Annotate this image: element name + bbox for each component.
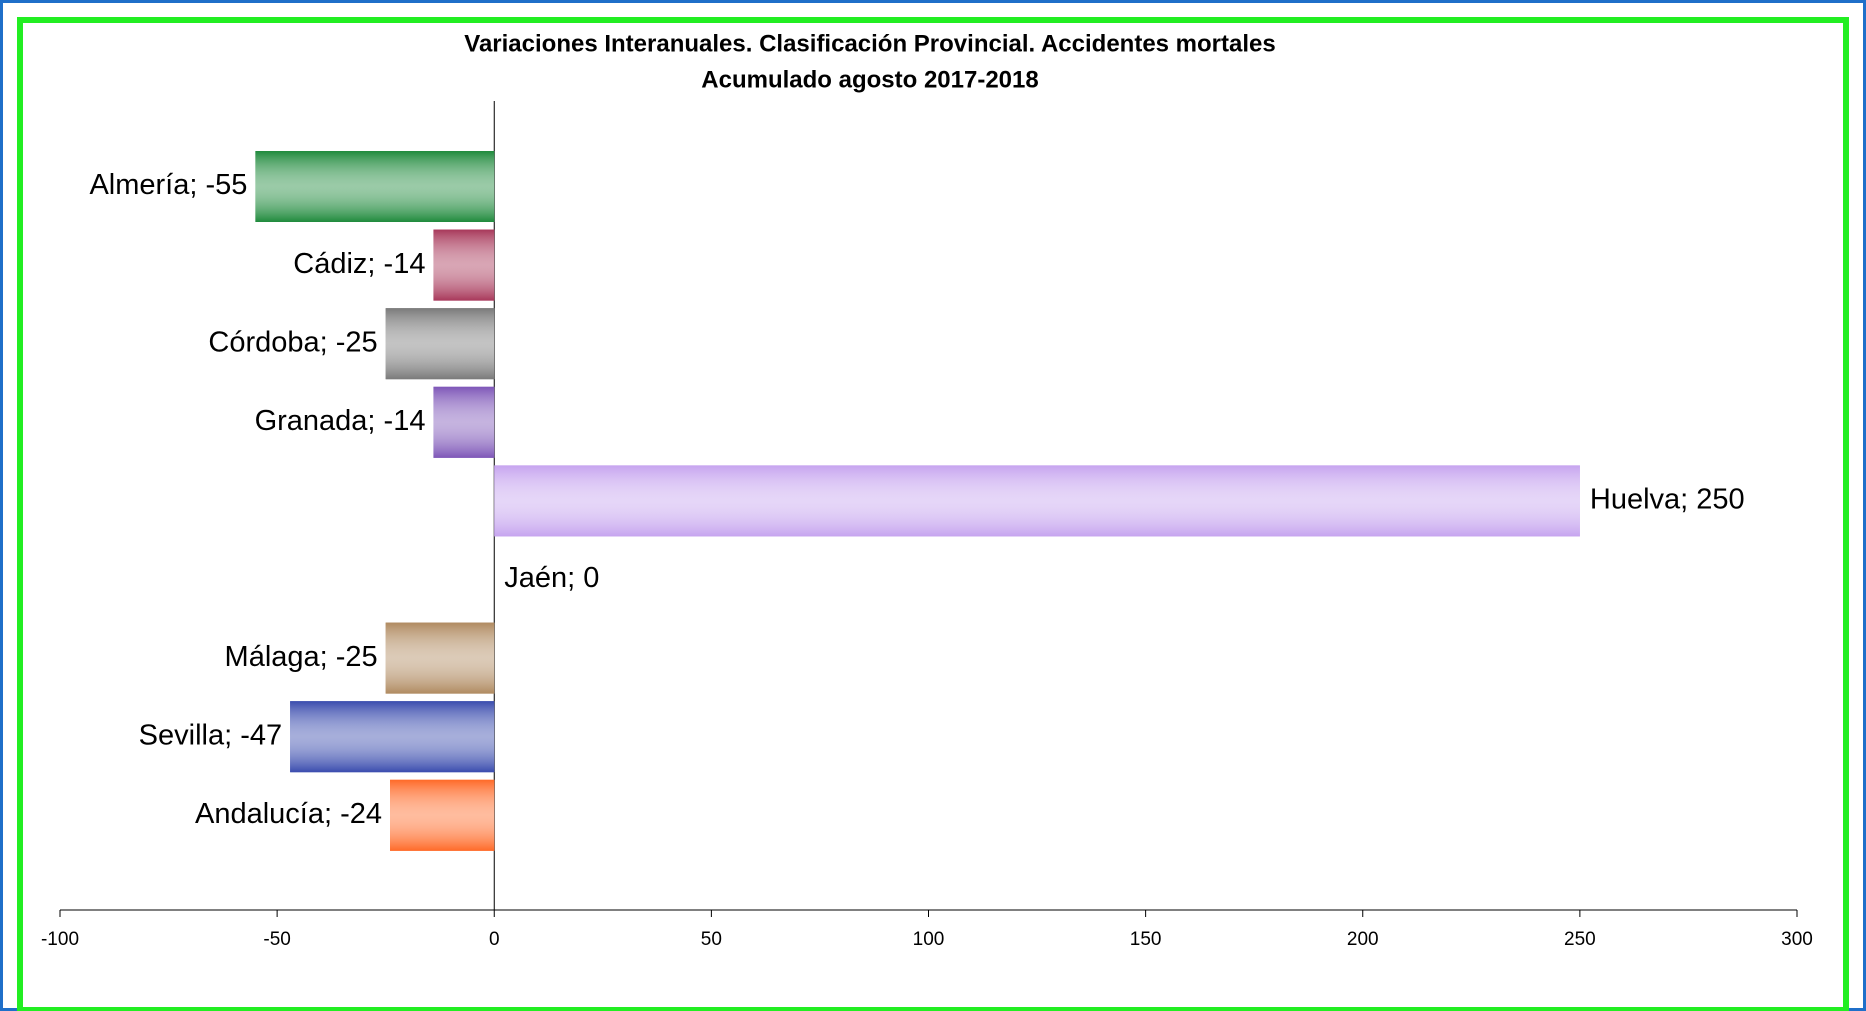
data-label: Córdoba; -25 [208,326,377,358]
x-tick-label: -100 [41,929,79,950]
data-label: Málaga; -25 [225,641,378,673]
data-label: Andalucía; -24 [195,798,382,830]
x-tick-label: -50 [263,929,290,950]
x-tick-label: 0 [489,929,500,950]
bar-shine [290,701,495,773]
bar-shine [433,386,495,458]
data-label: Granada; -14 [255,405,426,437]
chart-subtitle: Acumulado agosto 2017-2018 [701,66,1038,93]
data-label: Cádiz; -14 [293,248,425,280]
x-tick-label: 250 [1564,929,1596,950]
data-label: Huelva; 250 [1590,484,1745,516]
chart-frame [17,17,1849,1011]
data-label: Jaén; 0 [504,562,599,594]
x-tick-label: 150 [1130,929,1162,950]
chart-title: Variaciones Interanuales. Clasificación … [464,30,1275,57]
x-tick-label: 100 [913,929,945,950]
bar-shine [494,465,1580,537]
bar-shine [390,779,495,851]
data-label: Almería; -55 [89,169,247,201]
bar-shine [385,622,495,694]
data-label: Sevilla; -47 [139,719,282,751]
x-tick-label: 50 [701,929,722,950]
bar-shine [433,229,495,301]
bar-shine [385,308,495,380]
x-tick-label: 300 [1781,929,1813,950]
bar-shine [255,151,495,222]
x-tick-label: 200 [1347,929,1379,950]
